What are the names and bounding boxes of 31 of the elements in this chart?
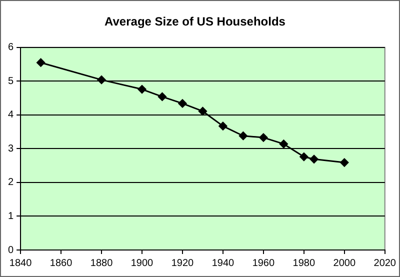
x-tick-label: 1900 — [130, 258, 154, 269]
y-tick-label: 0 — [8, 244, 14, 256]
point — [238, 132, 248, 140]
x-tick-label: 1960 — [252, 258, 275, 269]
point — [310, 154, 318, 164]
y-tick-label: 6 — [8, 42, 14, 54]
y-tick-label: 2 — [8, 177, 14, 188]
point — [198, 106, 207, 116]
point — [259, 133, 268, 142]
x-tick-label: 1920 — [171, 258, 194, 269]
point — [36, 58, 46, 67]
point — [178, 99, 187, 108]
y-tick-label: 5 — [8, 76, 14, 87]
y-tick-label: 1 — [8, 210, 14, 222]
x-tick-label: 1840 — [9, 258, 32, 269]
x-tick-label: 2020 — [374, 258, 396, 269]
point — [97, 76, 106, 84]
y-tick-label: 4 — [8, 110, 14, 121]
point — [340, 158, 349, 167]
point — [300, 152, 308, 162]
chart-title: Average Size of US Households — [104, 14, 286, 29]
x-tick-label: 1880 — [90, 258, 114, 269]
x-tick-label: 1980 — [292, 258, 316, 269]
point — [158, 92, 166, 101]
x-tick-label: 1860 — [50, 258, 73, 269]
point — [218, 122, 228, 130]
x-tick-label: 2000 — [333, 258, 356, 269]
y-tick-label: 3 — [8, 143, 14, 154]
point — [138, 85, 146, 94]
x-tick-label: 1940 — [212, 258, 235, 269]
point — [279, 140, 288, 148]
